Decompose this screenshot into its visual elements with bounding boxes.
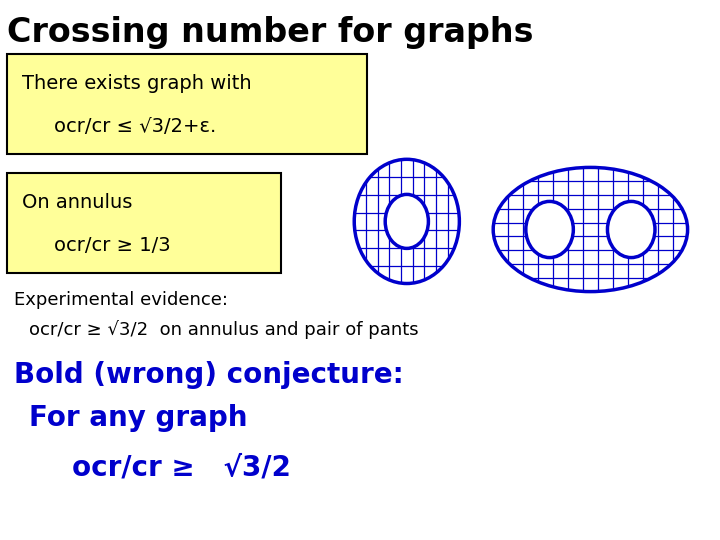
Text: ocr/cr ≤ √3/2+ε.: ocr/cr ≤ √3/2+ε. (54, 117, 216, 137)
FancyBboxPatch shape (7, 173, 281, 273)
Text: Experimental evidence:: Experimental evidence: (14, 291, 228, 309)
Text: For any graph: For any graph (29, 404, 247, 433)
Text: Crossing number for graphs: Crossing number for graphs (7, 16, 534, 49)
Ellipse shape (493, 167, 688, 292)
Text: There exists graph with: There exists graph with (22, 74, 251, 93)
Ellipse shape (608, 201, 655, 258)
Ellipse shape (354, 159, 459, 284)
Text: ocr/cr ≥ 1/3: ocr/cr ≥ 1/3 (54, 236, 171, 255)
Text: On annulus: On annulus (22, 193, 132, 212)
Text: ocr/cr ≥   √3/2: ocr/cr ≥ √3/2 (72, 453, 291, 481)
Ellipse shape (385, 194, 428, 248)
Text: ocr/cr ≥ √3/2  on annulus and pair of pants: ocr/cr ≥ √3/2 on annulus and pair of pan… (29, 320, 418, 339)
Text: Bold (wrong) conjecture:: Bold (wrong) conjecture: (14, 361, 404, 389)
Ellipse shape (526, 201, 573, 258)
FancyBboxPatch shape (7, 54, 367, 154)
